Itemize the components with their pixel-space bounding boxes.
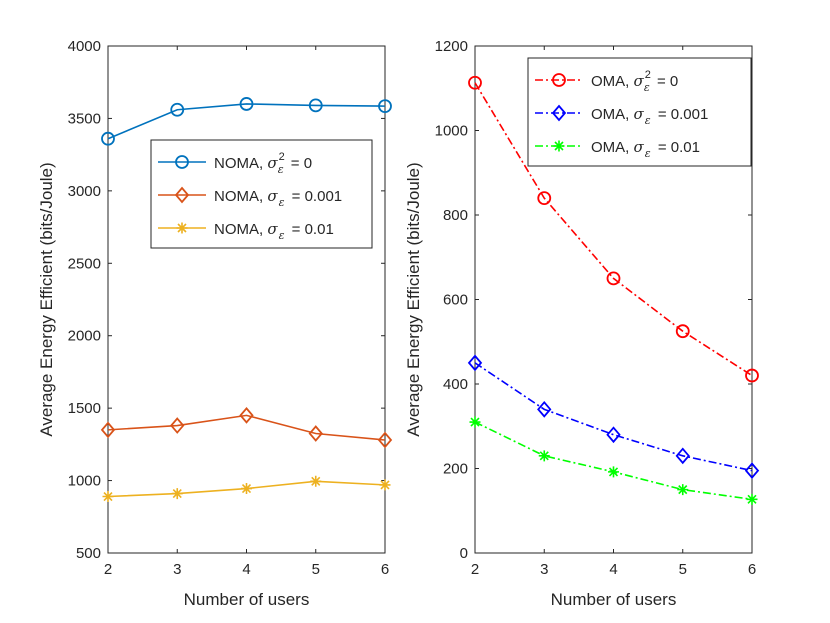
legend-label-0: OMA, σ2 ε = 0 bbox=[591, 69, 678, 94]
x-tick-label: 5 bbox=[679, 561, 687, 578]
series-0 bbox=[468, 75, 759, 383]
y-tick-label: 3500 bbox=[68, 110, 101, 127]
y-axis-label: Average Energy Efficient (bits/Joule) bbox=[404, 162, 423, 436]
series-line-1 bbox=[107, 414, 386, 441]
left-chart-noma: 2 3 4 5 6 500 1000 1500 2000 2500 3000 3500 4000 Numb… bbox=[37, 38, 393, 609]
x-tick-label: 4 bbox=[609, 561, 617, 578]
legend-label-1: OMA, σε = 0.001 bbox=[591, 105, 708, 127]
x-tick-label: 5 bbox=[312, 561, 320, 578]
y-tick-label: 4000 bbox=[68, 38, 101, 55]
x-tick-label: 2 bbox=[471, 561, 479, 578]
right-chart-oma: 2 3 4 5 6 0 200 400 600 800 1000 1200 Number of user… bbox=[404, 38, 760, 609]
x-tick-label: 3 bbox=[173, 561, 181, 578]
data-point-1-3 bbox=[308, 425, 323, 442]
data-point-1-0 bbox=[467, 354, 483, 372]
y-tick-label: 2500 bbox=[68, 255, 101, 272]
series-2 bbox=[469, 416, 758, 505]
data-point-2-1 bbox=[538, 450, 550, 462]
data-point-0-3 bbox=[675, 324, 690, 339]
y-tick-label: 0 bbox=[460, 545, 468, 562]
legend: NOMA, σ2 ε = 0 NOMA, σε = 0.001 NOMA, σε = … bbox=[150, 139, 373, 249]
x-tick-label: 4 bbox=[242, 561, 250, 578]
data-point-1-4 bbox=[744, 462, 760, 479]
data-point-0-3 bbox=[308, 98, 323, 113]
legend-marker-1 bbox=[174, 186, 190, 204]
data-point-1-1 bbox=[537, 400, 552, 418]
series-0 bbox=[101, 97, 392, 146]
data-point-1-3 bbox=[675, 447, 690, 465]
legend-label-2: OMA, σε = 0.01 bbox=[591, 138, 700, 160]
data-point-2-0 bbox=[102, 491, 114, 503]
y-tick-label: 400 bbox=[443, 376, 468, 393]
series-2 bbox=[102, 475, 391, 503]
data-point-0-2 bbox=[606, 271, 621, 286]
plot-area bbox=[107, 45, 386, 554]
data-point-0-1 bbox=[537, 191, 552, 206]
data-point-2-3 bbox=[677, 484, 689, 496]
legend-marker-0 bbox=[552, 73, 566, 87]
legend-label-0: NOMA, σ2 ε = 0 bbox=[214, 151, 312, 176]
legend-marker-2 bbox=[553, 140, 565, 152]
y-tick-label: 600 bbox=[443, 292, 468, 309]
y-tick-label: 1000 bbox=[68, 473, 101, 490]
data-point-0-4 bbox=[745, 368, 759, 383]
y-tick-label: 3000 bbox=[68, 183, 101, 200]
y-axis-label: Average Energy Efficient (bits/Joule) bbox=[37, 162, 56, 436]
y-tick-label: 1500 bbox=[68, 400, 101, 417]
data-point-0-2 bbox=[239, 97, 254, 111]
data-point-1-2 bbox=[239, 407, 254, 424]
series-line-0 bbox=[107, 103, 386, 140]
series-1 bbox=[467, 354, 760, 479]
legend: OMA, σ2 ε = 0 OMA, σε = 0.001 OMA, σε = 0.0… bbox=[527, 57, 752, 167]
data-point-1-2 bbox=[606, 426, 621, 444]
data-point-2-0 bbox=[469, 416, 481, 428]
y-tick-label: 1200 bbox=[435, 38, 468, 55]
series-line-1 bbox=[474, 362, 753, 472]
x-tick-label: 6 bbox=[748, 561, 756, 578]
legend-marker-1 bbox=[551, 104, 567, 122]
data-point-2-4 bbox=[746, 493, 758, 505]
x-tick-label: 3 bbox=[540, 561, 548, 578]
series-1 bbox=[100, 407, 393, 449]
x-tick-label: 6 bbox=[381, 561, 389, 578]
legend-marker-2 bbox=[176, 222, 188, 234]
data-point-2-4 bbox=[379, 479, 391, 491]
data-point-0-0 bbox=[101, 131, 115, 146]
data-point-2-3 bbox=[310, 475, 322, 487]
data-point-1-0 bbox=[100, 421, 116, 439]
x-tick-label: 2 bbox=[104, 561, 112, 578]
y-tick-label: 800 bbox=[443, 207, 468, 224]
legend-label-2: NOMA, σε = 0.01 bbox=[214, 220, 334, 242]
y-tick-label: 500 bbox=[76, 545, 101, 562]
y-tick-label: 200 bbox=[443, 461, 468, 478]
legend-marker-0 bbox=[175, 155, 189, 169]
data-point-0-1 bbox=[170, 102, 185, 117]
x-axis-label: Number of users bbox=[184, 590, 310, 609]
data-point-2-1 bbox=[171, 488, 183, 500]
data-point-0-0 bbox=[468, 75, 482, 90]
data-point-1-4 bbox=[377, 431, 393, 449]
series-line-0 bbox=[474, 82, 753, 377]
data-point-2-2 bbox=[241, 483, 252, 495]
y-tick-label: 2000 bbox=[68, 328, 101, 345]
x-axis-label: Number of users bbox=[551, 590, 677, 609]
data-point-1-1 bbox=[170, 417, 185, 434]
legend-label-1: NOMA, σε = 0.001 bbox=[214, 187, 342, 209]
data-point-0-4 bbox=[378, 99, 392, 114]
y-tick-label: 1000 bbox=[435, 123, 468, 140]
data-point-2-2 bbox=[608, 466, 619, 478]
